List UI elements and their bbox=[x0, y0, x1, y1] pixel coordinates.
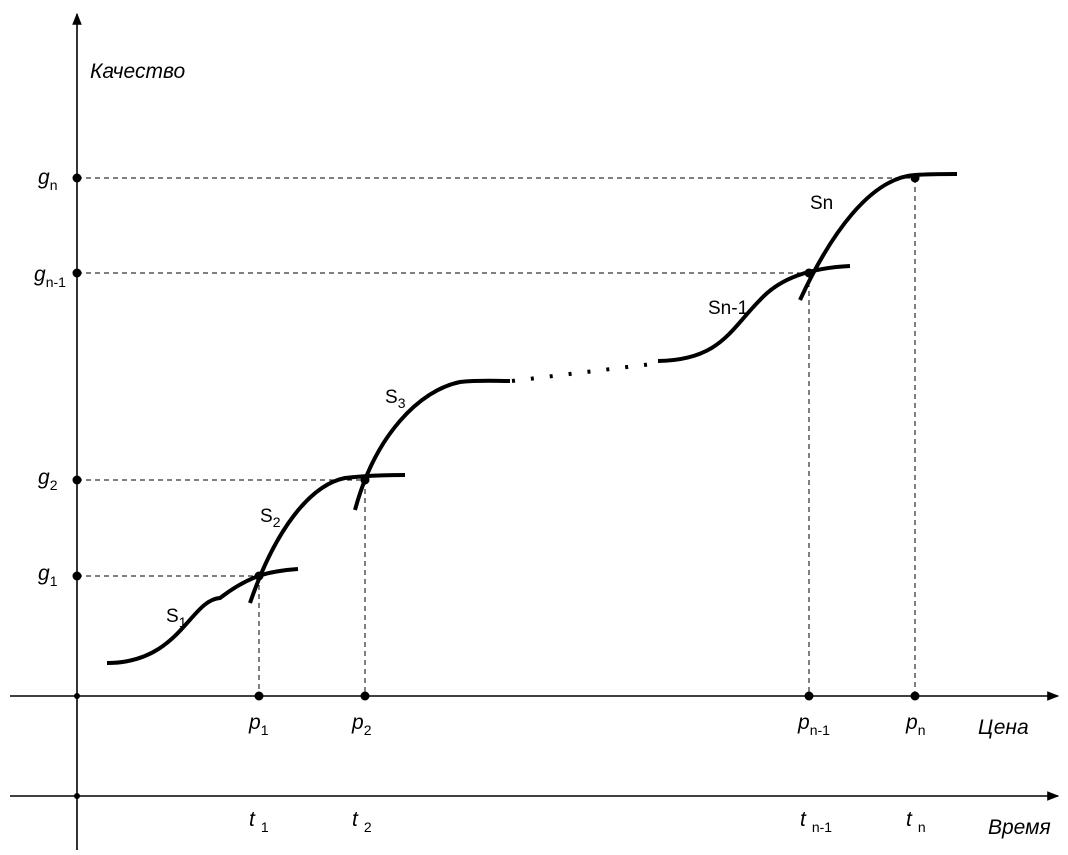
curve-s2 bbox=[248, 473, 406, 604]
curve-label-s1: S1 bbox=[166, 606, 187, 630]
curve-s3 bbox=[353, 378, 511, 511]
point-g2 bbox=[72, 475, 82, 485]
curve-label-s3: S3 bbox=[385, 387, 406, 411]
price-tick-pn: pn bbox=[905, 711, 925, 738]
price-tick-p2: p2 bbox=[351, 711, 372, 738]
intersection-n bbox=[910, 173, 920, 183]
y-tick-g1: g1 bbox=[38, 562, 58, 589]
point-g1 bbox=[72, 571, 82, 581]
time-tick-tn-1: t n-1 bbox=[800, 808, 832, 835]
intersection-n-1 bbox=[804, 268, 814, 278]
curve-gap-dots bbox=[511, 362, 653, 383]
curve-s1 bbox=[106, 567, 299, 665]
y-tick-gn: gn bbox=[38, 166, 57, 193]
point-p1 bbox=[254, 691, 264, 701]
intersection-1 bbox=[254, 571, 264, 581]
point-p2 bbox=[360, 691, 370, 701]
curve-label-s2: S2 bbox=[260, 506, 281, 530]
curve-label-sn-1: Sn-1 bbox=[708, 298, 748, 319]
price-axis-label: Цена bbox=[978, 716, 1029, 739]
curve-sn-1 bbox=[657, 264, 851, 363]
price-tick-pn-1: pn-1 bbox=[797, 711, 830, 738]
point-pn bbox=[910, 691, 920, 701]
time-axis-label: Время bbox=[988, 816, 1051, 839]
quality-axis-label: Качество bbox=[90, 60, 185, 83]
y-tick-gn-1: gn-1 bbox=[34, 263, 66, 290]
y-tick-g2: g2 bbox=[38, 466, 58, 493]
point-pn-1 bbox=[804, 691, 814, 701]
origin-point-time bbox=[74, 793, 80, 799]
origin-point-price bbox=[74, 693, 80, 699]
curve-sn bbox=[798, 172, 958, 301]
point-gn-1 bbox=[72, 268, 82, 278]
intersection-2 bbox=[360, 475, 370, 485]
point-gn bbox=[72, 173, 82, 183]
curve-label-sn: Sn bbox=[810, 193, 833, 214]
price-tick-p1: p1 bbox=[248, 711, 269, 738]
